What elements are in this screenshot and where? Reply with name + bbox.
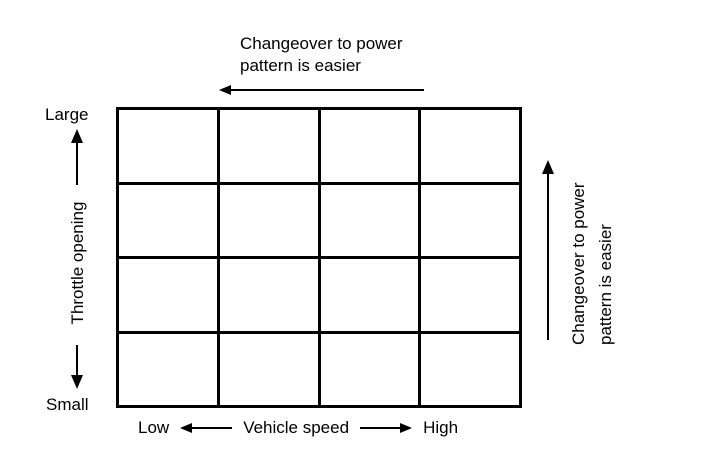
- grid-cell: [119, 259, 217, 331]
- grid-cell: [320, 184, 419, 256]
- grid-cell: [219, 110, 318, 182]
- grid-cell: [421, 110, 519, 182]
- arrow-shaft: [360, 427, 401, 429]
- x-axis-left-arrow: [180, 423, 233, 433]
- y-axis-min-label: Small: [46, 395, 89, 414]
- top-annotation: Changeover to power pattern is easier: [240, 33, 403, 77]
- grid-cell: [219, 184, 318, 256]
- right-annotation-line2: pattern is easier: [596, 224, 615, 345]
- grid-cell: [421, 184, 519, 256]
- arrowhead-down-icon: [71, 375, 83, 389]
- y-axis-label: Throttle opening: [68, 201, 87, 325]
- top-annotation-line1: Changeover to power: [240, 34, 403, 53]
- grid-cell: [219, 259, 318, 331]
- arrow-shaft: [76, 143, 78, 185]
- grid-cell: [320, 110, 419, 182]
- x-axis-right-arrow: [360, 423, 413, 433]
- arrowhead-up-icon: [542, 160, 554, 174]
- top-left-arrow: [219, 85, 424, 95]
- grid-cell: [119, 110, 217, 182]
- right-annotation-line1: Changeover to power: [569, 182, 588, 345]
- grid-cell: [421, 333, 519, 405]
- arrow-shaft: [76, 345, 78, 375]
- arrowhead-left-icon: [219, 85, 231, 95]
- x-axis-max-label: High: [423, 418, 459, 437]
- arrowhead-left-icon: [180, 423, 193, 433]
- arrowhead-right-icon: [400, 423, 413, 433]
- arrow-shaft: [231, 89, 424, 91]
- top-annotation-line2: pattern is easier: [240, 56, 361, 75]
- grid-cell: [421, 259, 519, 331]
- x-axis: Low Vehicle speed High: [138, 417, 458, 439]
- shift-pattern-grid: [116, 107, 522, 408]
- right-annotation: Changeover to power pattern is easier: [565, 135, 619, 345]
- y-axis-max-label: Large: [45, 105, 89, 124]
- grid-cell: [320, 259, 419, 331]
- x-axis-min-label: Low: [138, 418, 170, 437]
- grid-cell: [320, 333, 419, 405]
- grid-cell: [219, 333, 318, 405]
- arrowhead-up-icon: [71, 129, 83, 143]
- grid-cell: [119, 333, 217, 405]
- arrow-shaft: [192, 427, 233, 429]
- grid-cell: [119, 184, 217, 256]
- arrow-shaft: [547, 174, 549, 340]
- x-axis-label: Vehicle speed: [243, 418, 350, 437]
